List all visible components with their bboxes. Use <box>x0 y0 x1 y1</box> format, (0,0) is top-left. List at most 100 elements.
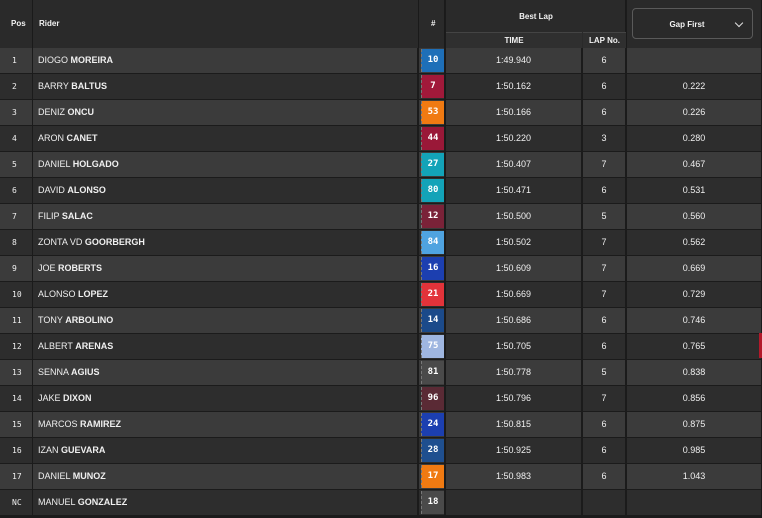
header-lap-no-label: LAP No. <box>589 36 620 45</box>
gap-first: 0.226 <box>627 100 762 125</box>
row-position: 14 <box>0 386 33 411</box>
best-lap-number <box>583 490 626 515</box>
rider-number-badge: 80 <box>421 179 444 202</box>
gap-first: 0.729 <box>627 282 762 307</box>
rider-cell[interactable]: ARON CANETP <box>33 126 440 151</box>
row-position: 8 <box>0 230 33 255</box>
best-lap-number: 6 <box>583 100 626 125</box>
number-cell: 27 <box>419 152 445 177</box>
rider-number-badge: 16 <box>421 257 444 280</box>
number-cell: 81 <box>419 360 445 385</box>
rider-first-name: DANIEL <box>38 159 71 169</box>
rider-first-name: MARCOS <box>38 419 78 429</box>
rider-last-name: MUNOZ <box>72 471 106 481</box>
best-lap-time: 1:50.778 <box>446 360 582 385</box>
best-lap-time: 1:50.407 <box>446 152 582 177</box>
rider-cell[interactable]: DAVID ALONSOP <box>33 178 440 203</box>
best-lap-time: 1:50.686 <box>446 308 582 333</box>
number-cell: 53 <box>419 100 445 125</box>
gap-first: 1.043 <box>627 464 762 489</box>
table-row[interactable]: 12 ALBERT ARENAS 75 1:50.705 6 0.765 <box>0 334 762 360</box>
rider-cell[interactable]: ALBERT ARENAS <box>33 334 418 359</box>
rider-first-name: JAKE <box>38 393 61 403</box>
rider-last-name: RAMIREZ <box>80 419 122 429</box>
rider-cell[interactable]: MANUEL GONZALEZ <box>33 490 418 515</box>
row-position: 9 <box>0 256 33 281</box>
best-lap-time: 1:50.166 <box>446 100 582 125</box>
rider-cell[interactable]: ZONTA VD GOORBERGHP <box>33 230 440 255</box>
rider-cell[interactable]: TONY ARBOLINOP <box>33 308 440 333</box>
best-lap-number: 7 <box>583 282 626 307</box>
number-cell: 17 <box>419 464 445 489</box>
rider-first-name: DAVID <box>38 185 65 195</box>
rider-cell[interactable]: DENIZ ONCUP <box>33 100 440 125</box>
number-cell: 12 <box>419 204 445 229</box>
number-cell: 7 <box>419 74 445 99</box>
gap-first <box>627 48 762 73</box>
number-cell: 28 <box>419 438 445 463</box>
gap-mode-select[interactable]: Gap First <box>632 8 753 39</box>
rider-cell[interactable]: IZAN GUEVARAP <box>33 438 440 463</box>
rider-last-name: SALAC <box>61 211 93 221</box>
number-cell: 84 <box>419 230 445 255</box>
rider-last-name: GUEVARA <box>61 445 106 455</box>
rider-cell[interactable]: JOE ROBERTSP <box>33 256 440 281</box>
best-lap-number: 7 <box>583 230 626 255</box>
rider-first-name: BARRY <box>38 81 69 91</box>
rider-cell[interactable]: DANIEL MUNOZP <box>33 464 440 489</box>
rider-cell[interactable]: BARRY BALTUSP <box>33 74 440 99</box>
rider-cell[interactable]: MARCOS RAMIREZP <box>33 412 440 437</box>
best-lap-time: 1:50.609 <box>446 256 582 281</box>
rider-cell[interactable]: DANIEL HOLGADOP <box>33 152 440 177</box>
row-position: 11 <box>0 308 33 333</box>
number-cell: 75 <box>419 334 445 359</box>
best-lap-time: 1:50.220 <box>446 126 582 151</box>
best-lap-number: 6 <box>583 74 626 99</box>
rider-cell[interactable]: ALONSO LOPEZP <box>33 282 440 307</box>
gap-first: 0.838 <box>627 360 762 385</box>
edge-highlight-mark <box>759 333 762 358</box>
number-cell: 14 <box>419 308 445 333</box>
best-lap-number: 6 <box>583 412 626 437</box>
rider-cell[interactable]: DIOGO MOREIRAP <box>33 48 440 73</box>
rider-number-badge: 28 <box>421 439 444 462</box>
rider-number-badge: 14 <box>421 309 444 332</box>
header-rider-label: Rider <box>39 19 60 28</box>
row-position: 4 <box>0 126 33 151</box>
header-time: TIME <box>446 32 582 48</box>
row-position: 1 <box>0 48 33 73</box>
table-row[interactable]: NC MANUEL GONZALEZ 18 <box>0 490 762 516</box>
rider-number-badge: 24 <box>421 413 444 436</box>
row-position: 15 <box>0 412 33 437</box>
rider-number-badge: 75 <box>421 335 444 358</box>
row-position: 17 <box>0 464 33 489</box>
gap-first: 0.669 <box>627 256 762 281</box>
best-lap-time: 1:50.815 <box>446 412 582 437</box>
best-lap-time: 1:50.983 <box>446 464 582 489</box>
gap-first: 0.280 <box>627 126 762 151</box>
rider-cell[interactable]: SENNA AGIUSP <box>33 360 440 385</box>
best-lap-number: 3 <box>583 126 626 151</box>
rider-number-badge: 81 <box>421 361 444 384</box>
header-number: # <box>419 0 445 48</box>
row-position: 12 <box>0 334 33 359</box>
rider-number-badge: 12 <box>421 205 444 228</box>
rider-cell[interactable]: FILIP SALACP <box>33 204 440 229</box>
rider-cell[interactable]: JAKE DIXONP <box>33 386 440 411</box>
